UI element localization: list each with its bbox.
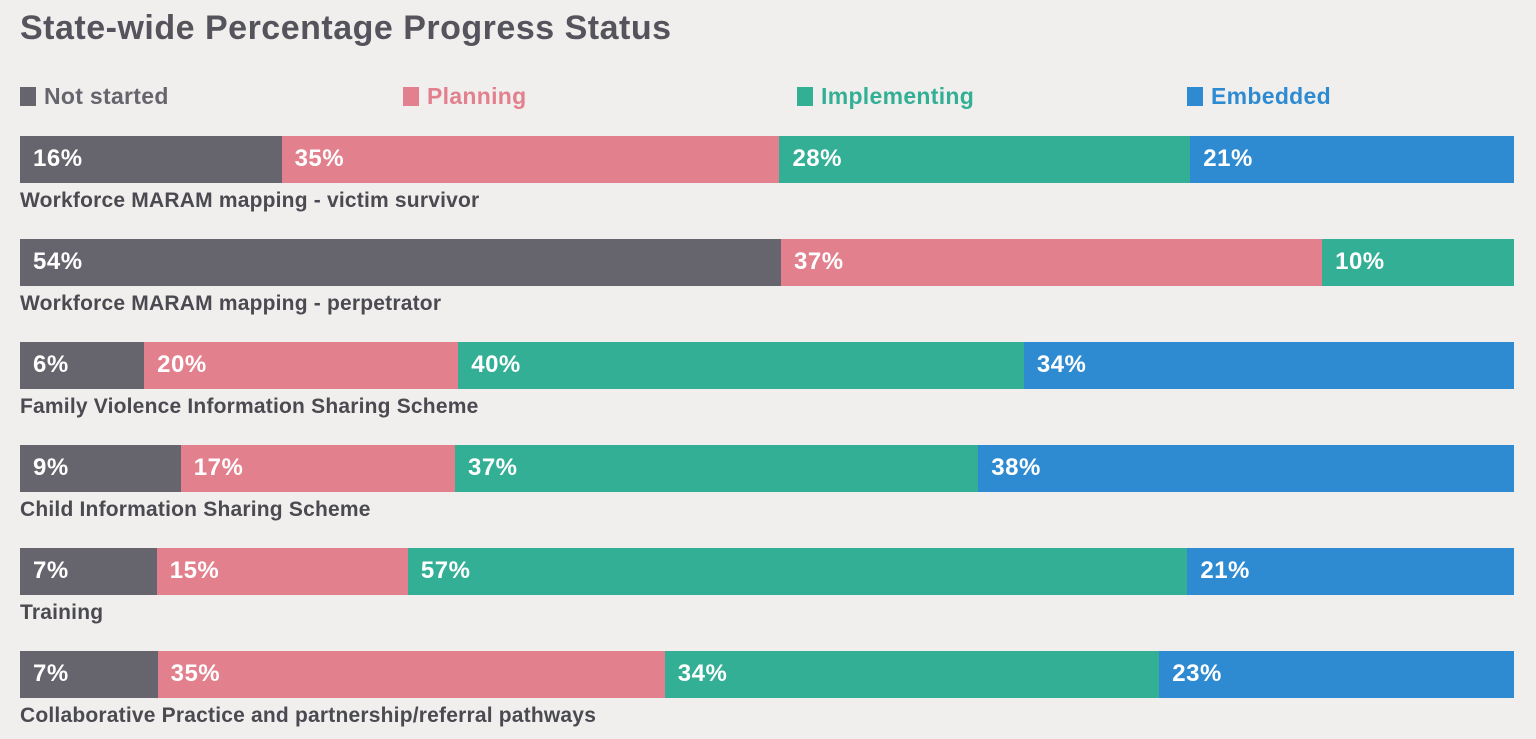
- segment-value: 35%: [170, 660, 221, 688]
- segment-value: 34%: [677, 660, 728, 688]
- segment-value: 20%: [157, 351, 207, 379]
- segment-value: 54%: [33, 248, 83, 276]
- bar-segment-planning: 15%: [156, 547, 408, 595]
- stacked-bar: 7% 35% 34% 23%: [20, 650, 1514, 698]
- bar-category-label: Collaborative Practice and partnership/r…: [20, 703, 597, 727]
- legend-item-not-started: Not started: [20, 83, 403, 110]
- bar-segment-implementing: 10%: [1322, 238, 1514, 286]
- legend-label: Not started: [44, 83, 169, 110]
- bar-category-label: Training: [20, 600, 104, 624]
- legend-swatch-icon: [403, 87, 419, 107]
- bar-segment-planning: 37%: [781, 238, 1323, 286]
- bar-segment-not-started: 9%: [20, 444, 181, 492]
- bar-segment-planning: 20%: [144, 341, 459, 389]
- segment-value: 6%: [33, 351, 69, 379]
- segment-value: 21%: [1203, 145, 1253, 173]
- segment-value: 9%: [33, 454, 69, 482]
- segment-value: 16%: [33, 145, 83, 173]
- segment-value: 37%: [794, 248, 844, 276]
- bar-segment-implementing: 37%: [454, 444, 979, 492]
- bar-segment-embedded: 38%: [978, 444, 1514, 492]
- chart-row: 7% 35% 34% 23% Collaborative Practice and pa…: [20, 650, 1514, 728]
- segment-value: 37%: [467, 454, 518, 482]
- stacked-bar: 6% 20% 40% 34%: [20, 341, 1514, 389]
- segment-value: 15%: [169, 557, 220, 585]
- bar-segment-embedded: 21%: [1187, 547, 1514, 595]
- segment-value: 40%: [471, 351, 521, 379]
- segment-value: 28%: [792, 145, 842, 173]
- stacked-bar: 9% 17% 37% 38%: [20, 444, 1514, 492]
- bar-segment-not-started: 16%: [20, 135, 282, 183]
- bar-segment-embedded: 34%: [1023, 341, 1514, 389]
- legend: Not started Planning Implementing Embedded: [20, 82, 1514, 112]
- segment-value: 17%: [193, 454, 244, 482]
- bar-segment-not-started: 7%: [20, 547, 157, 595]
- segment-value: 7%: [33, 557, 69, 585]
- segment-value: 35%: [294, 145, 345, 173]
- bar-category-label: Child Information Sharing Scheme: [20, 497, 371, 521]
- segment-value: 21%: [1200, 557, 1250, 585]
- bar-segment-implementing: 28%: [779, 135, 1191, 183]
- segment-value: 23%: [1172, 660, 1222, 688]
- bar-segment-implementing: 57%: [407, 547, 1188, 595]
- legend-label: Planning: [427, 83, 527, 110]
- bar-segment-not-started: 6%: [20, 341, 145, 389]
- bar-segment-not-started: 7%: [20, 650, 158, 698]
- segment-value: 34%: [1036, 351, 1087, 379]
- legend-swatch-icon: [797, 87, 813, 107]
- chart-row: 54% 37% 10% Workforce MARAM mapping - perpe…: [20, 238, 1514, 316]
- chart-row: 6% 20% 40% 34% Family Violence Information S…: [20, 341, 1514, 419]
- bar-segment-planning: 17%: [180, 444, 455, 492]
- stacked-bar: 54% 37% 10%: [20, 238, 1514, 286]
- legend-item-implementing: Implementing: [797, 83, 1187, 110]
- segment-value: 38%: [991, 454, 1041, 482]
- bar-segment-embedded: 23%: [1159, 650, 1514, 698]
- bar-segment-implementing: 34%: [664, 650, 1160, 698]
- legend-swatch-icon: [1187, 87, 1203, 107]
- bar-segment-embedded: 21%: [1190, 135, 1514, 183]
- legend-item-embedded: Embedded: [1187, 83, 1514, 110]
- bar-category-label: Family Violence Information Sharing Sche…: [20, 394, 479, 418]
- legend-swatch-icon: [20, 87, 36, 107]
- chart-row: 9% 17% 37% 38% Child Information Sharing Sch…: [20, 444, 1514, 522]
- stacked-bar: 7% 15% 57% 21%: [20, 547, 1514, 595]
- chart-title: State-wide Percentage Progress Status: [20, 9, 672, 47]
- legend-label: Embedded: [1211, 83, 1331, 110]
- chart-row: 16% 35% 28% 21% Workforce MARAM mapping - vi…: [20, 135, 1514, 213]
- bar-segment-planning: 35%: [281, 135, 780, 183]
- segment-value: 10%: [1335, 248, 1385, 276]
- bar-category-label: Workforce MARAM mapping - victim survivo…: [20, 188, 480, 212]
- bar-category-label: Workforce MARAM mapping - perpetrator: [20, 291, 442, 315]
- bar-segment-implementing: 40%: [458, 341, 1024, 389]
- stacked-bar: 16% 35% 28% 21%: [20, 135, 1514, 183]
- bar-segment-not-started: 54%: [20, 238, 781, 286]
- chart-rows: 16% 35% 28% 21% Workforce MARAM mapping - vi…: [20, 135, 1514, 728]
- chart-row: 7% 15% 57% 21% Training: [20, 547, 1514, 625]
- segment-value: 7%: [33, 660, 69, 688]
- legend-item-planning: Planning: [403, 83, 797, 110]
- segment-value: 57%: [420, 557, 471, 585]
- bar-segment-planning: 35%: [157, 650, 665, 698]
- legend-label: Implementing: [821, 83, 975, 110]
